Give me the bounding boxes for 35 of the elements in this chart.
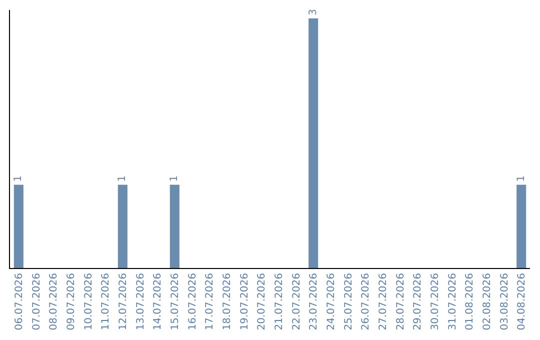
x-tick-label: 14.07.2026: [152, 273, 164, 330]
x-tick-label: 07.07.2026: [31, 273, 42, 330]
x-tick-label: 06.07.2026: [14, 273, 25, 330]
x-tick-label: 27.07.2026: [378, 273, 389, 330]
x-tick-label: 20.07.2026: [256, 273, 268, 330]
data-label: 3: [308, 8, 319, 16]
x-tick-label: 29.07.2026: [412, 273, 424, 330]
x-tick-label: 11.07.2026: [100, 273, 112, 330]
data-label: 1: [169, 175, 180, 182]
x-tick-label: 02.08.2026: [482, 273, 493, 330]
x-tick-label: 12.07.2026: [118, 273, 129, 330]
x-tick-label: 16.07.2026: [187, 273, 198, 330]
x-tick-label: 30.07.2026: [430, 273, 441, 330]
x-tick-label: 15.07.2026: [170, 273, 181, 330]
x-tick-label: 26.07.2026: [360, 273, 372, 330]
x-tick-label: 09.07.2026: [66, 273, 77, 330]
x-tick-label: 17.07.2026: [204, 273, 216, 330]
x-tick-label: 10.07.2026: [83, 273, 94, 330]
x-tick-label: 24.07.2026: [326, 273, 337, 330]
x-tick-label: 23.07.2026: [308, 273, 320, 330]
x-tick-label: 03.08.2026: [499, 273, 510, 330]
x-tick-label: 21.07.2026: [274, 273, 285, 330]
data-label: 1: [13, 175, 24, 182]
data-label: 1: [516, 175, 527, 182]
x-tick-label: 22.07.2026: [291, 273, 302, 330]
x-tick-label: 18.07.2026: [222, 273, 233, 330]
x-tick-label: 04.08.2026: [516, 273, 528, 330]
data-label: 1: [117, 175, 128, 182]
x-tick-label: 31.07.2026: [447, 273, 458, 330]
x-tick-label: 01.08.2026: [464, 273, 476, 330]
x-tick-label: 08.07.2026: [48, 273, 60, 330]
x-tick-label: 19.07.2026: [239, 273, 250, 330]
x-tick-label: 28.07.2026: [395, 273, 406, 330]
x-tick-label: 13.07.2026: [135, 273, 146, 330]
x-tick-label: 25.07.2026: [343, 273, 354, 330]
